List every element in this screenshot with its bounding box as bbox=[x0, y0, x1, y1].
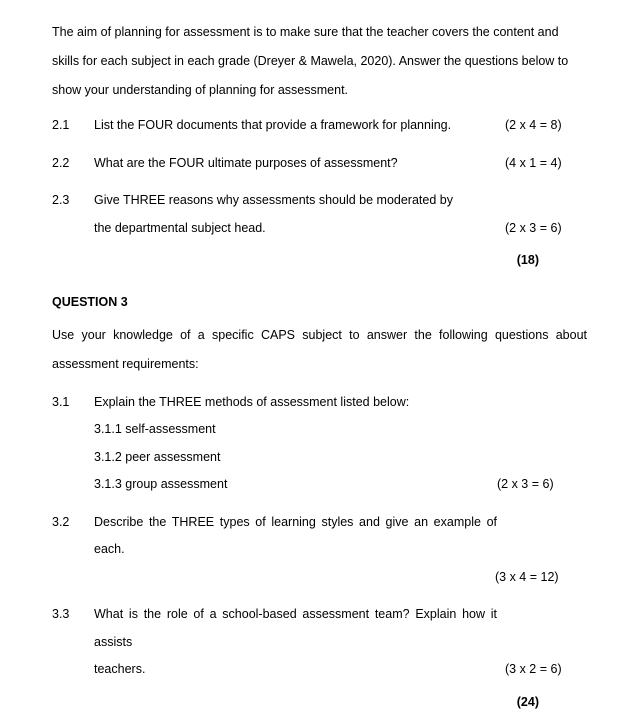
subtext: 3.1.3 group assessment bbox=[94, 471, 497, 499]
qnum: 2.3 bbox=[52, 187, 94, 215]
section-total-3: (24) bbox=[52, 694, 587, 711]
question-3-2: 3.2 Describe the THREE types of learning… bbox=[52, 509, 587, 564]
question-3-1-3: 3.1.3 group assessment (2 x 3 = 6) bbox=[52, 471, 587, 499]
qtext: the departmental subject head. bbox=[94, 215, 505, 243]
question-3-1: 3.1 Explain the THREE methods of assessm… bbox=[52, 389, 587, 417]
question-2-1: 2.1 List the FOUR documents that provide… bbox=[52, 112, 587, 140]
qnum: 2.1 bbox=[52, 112, 94, 140]
subtext: 3.1.1 self-assessment bbox=[94, 416, 497, 444]
question-3-3-line2: teachers. (3 x 2 = 6) bbox=[52, 656, 587, 684]
question-2-3: 2.3 Give THREE reasons why assessments s… bbox=[52, 187, 587, 215]
qnum: 2.2 bbox=[52, 150, 94, 178]
question-2-3-line2: the departmental subject head. (2 x 3 = … bbox=[52, 215, 587, 243]
qnum: 3.3 bbox=[52, 601, 94, 656]
qmarks bbox=[505, 187, 587, 215]
q2-intro: The aim of planning for assessment is to… bbox=[52, 18, 587, 104]
qtext: What are the FOUR ultimate purposes of a… bbox=[94, 150, 505, 178]
qnum: 3.1 bbox=[52, 389, 94, 417]
section-total-2: (18) bbox=[52, 252, 587, 270]
question-3-3: 3.3 What is the role of a school-based a… bbox=[52, 601, 587, 656]
question-3-heading: QUESTION 3 bbox=[52, 294, 587, 312]
qtext: teachers. bbox=[94, 656, 505, 684]
qnum: 3.2 bbox=[52, 509, 94, 564]
q3-intro: Use your knowledge of a specific CAPS su… bbox=[52, 321, 587, 379]
qmarks: (4 x 1 = 4) bbox=[505, 150, 587, 178]
question-3-2-marks: (3 x 4 = 12) bbox=[52, 564, 587, 592]
subtext: 3.1.2 peer assessment bbox=[94, 444, 497, 472]
qtext: List the FOUR documents that provide a f… bbox=[94, 112, 505, 140]
qtext: Describe the THREE types of learning sty… bbox=[94, 509, 505, 564]
question-2-2: 2.2 What are the FOUR ultimate purposes … bbox=[52, 150, 587, 178]
qtext: What is the role of a school-based asses… bbox=[94, 601, 505, 656]
qmarks: (2 x 3 = 6) bbox=[505, 215, 587, 243]
qmarks: (2 x 4 = 8) bbox=[505, 112, 587, 140]
qtext: Give THREE reasons why assessments shoul… bbox=[94, 187, 505, 215]
qmarks: (3 x 4 = 12) bbox=[495, 564, 587, 592]
question-3-1-1: 3.1.1 self-assessment bbox=[52, 416, 587, 444]
qmarks: (2 x 3 = 6) bbox=[497, 471, 587, 499]
qtext: Explain the THREE methods of assessment … bbox=[94, 389, 505, 417]
qmarks: (3 x 2 = 6) bbox=[505, 656, 587, 684]
question-3-1-2: 3.1.2 peer assessment bbox=[52, 444, 587, 472]
